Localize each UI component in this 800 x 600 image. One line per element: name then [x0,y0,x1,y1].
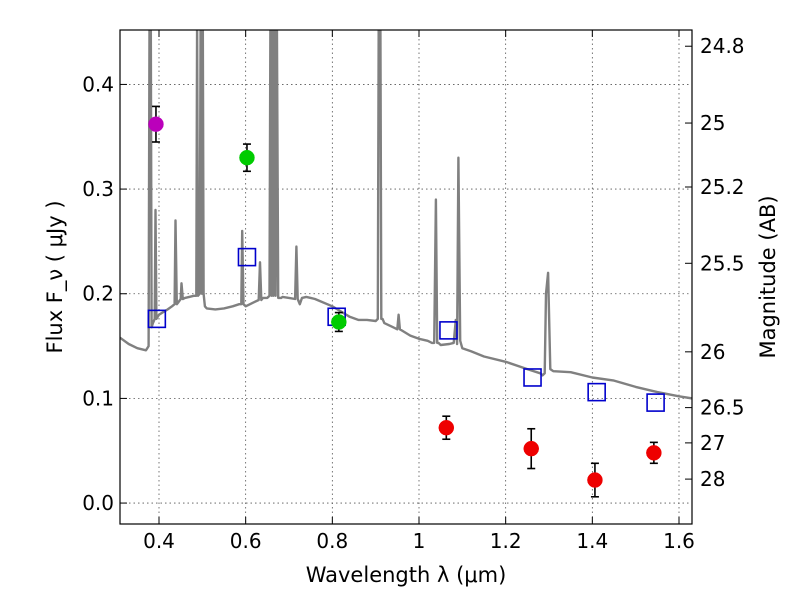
x-tick-label: 0.6 [230,529,262,553]
y2-tick-label: 26 [700,340,725,364]
x-tick-label: 0.8 [316,529,348,553]
axis-labels: Wavelength λ (μm) Flux F_ν ( μJy ) Magni… [43,195,780,587]
observed-point [646,445,662,461]
y-tick-label: 0.3 [82,177,114,201]
y2-tick-label: 25.2 [700,175,745,199]
y-tick-label: 0.4 [82,72,114,96]
y2-tick-label: 28 [700,467,725,491]
plot-area [120,30,692,498]
model-flux-square [587,382,606,402]
observed-point [587,472,603,488]
y2-axis-label: Magnitude (AB) [756,195,780,358]
observed-point [148,116,164,132]
y2-tick-label: 26.5 [700,396,745,420]
plot-frame [119,29,693,525]
y-tick-label: 0.2 [82,282,114,306]
y2-tick-label: 25 [700,111,725,135]
spectrum-line [120,30,692,400]
model-flux-square [147,309,167,329]
x-tick-label: 0.4 [143,529,175,553]
x-axis-label: Wavelength λ (μm) [306,563,507,587]
y2-tick-label: 24.8 [700,34,745,58]
grid [120,30,692,524]
model-flux-square [439,321,458,340]
x-tick-label: 1 [413,529,426,553]
y-axis-label: Flux F_ν ( μJy ) [43,200,68,353]
observed-point [523,440,539,457]
observed-point [438,419,455,436]
model-flux-square [646,393,665,412]
y-tick-label: 0.1 [82,386,114,410]
axis-ticks: 0.4 0.6 0.8 1 1.2 1.4 1.6 0.0 0.1 0.2 0.3 0.4 24.8 25… [82,30,745,553]
model-flux-square [237,247,257,267]
model-flux-square [523,368,542,387]
y-tick-label: 0.0 [82,491,114,515]
observed-point [239,149,255,166]
x-tick-label: 1.2 [490,529,522,553]
x-tick-label: 1.6 [663,529,695,553]
y2-tick-label: 25.5 [700,251,745,275]
x-tick-label: 1.4 [576,529,608,553]
observed-point [331,314,347,330]
y2-tick-label: 27 [700,431,725,455]
